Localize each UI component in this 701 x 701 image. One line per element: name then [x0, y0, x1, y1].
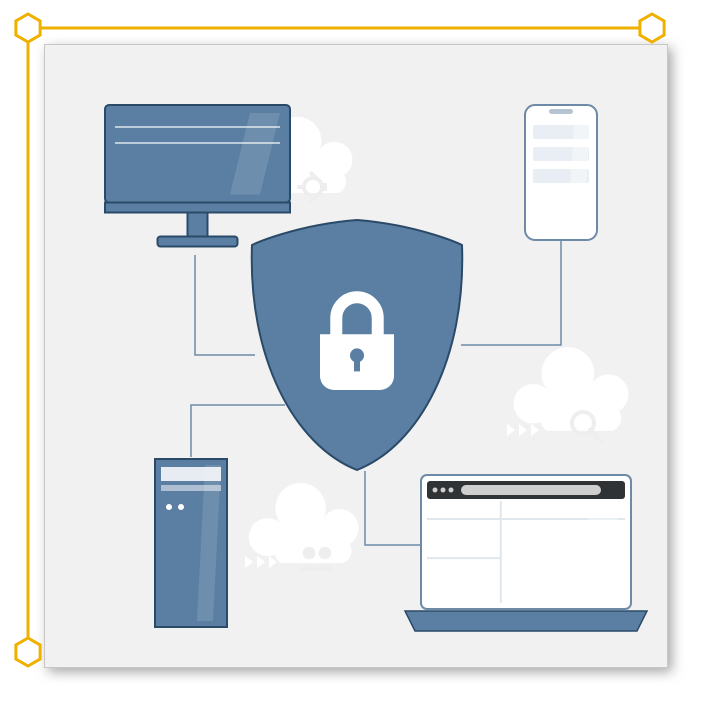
frame-handle-hexagon — [16, 638, 40, 666]
laptop-browser-icon — [405, 475, 647, 631]
stage — [0, 0, 701, 701]
diagram-svg — [45, 45, 669, 669]
frame-handle-hexagon — [640, 14, 664, 42]
server-tower-icon — [155, 459, 227, 627]
frame-handle-hexagon — [16, 14, 40, 42]
diagram-card — [44, 44, 668, 668]
cloud-magnifier-icon — [514, 347, 629, 441]
arrow-dots — [245, 556, 277, 568]
smartphone-icon — [525, 105, 597, 240]
security-shield-icon — [252, 220, 463, 470]
arrow-dots — [507, 424, 539, 436]
cloud-people-icon — [249, 483, 359, 571]
desktop-monitor-icon — [105, 105, 290, 247]
